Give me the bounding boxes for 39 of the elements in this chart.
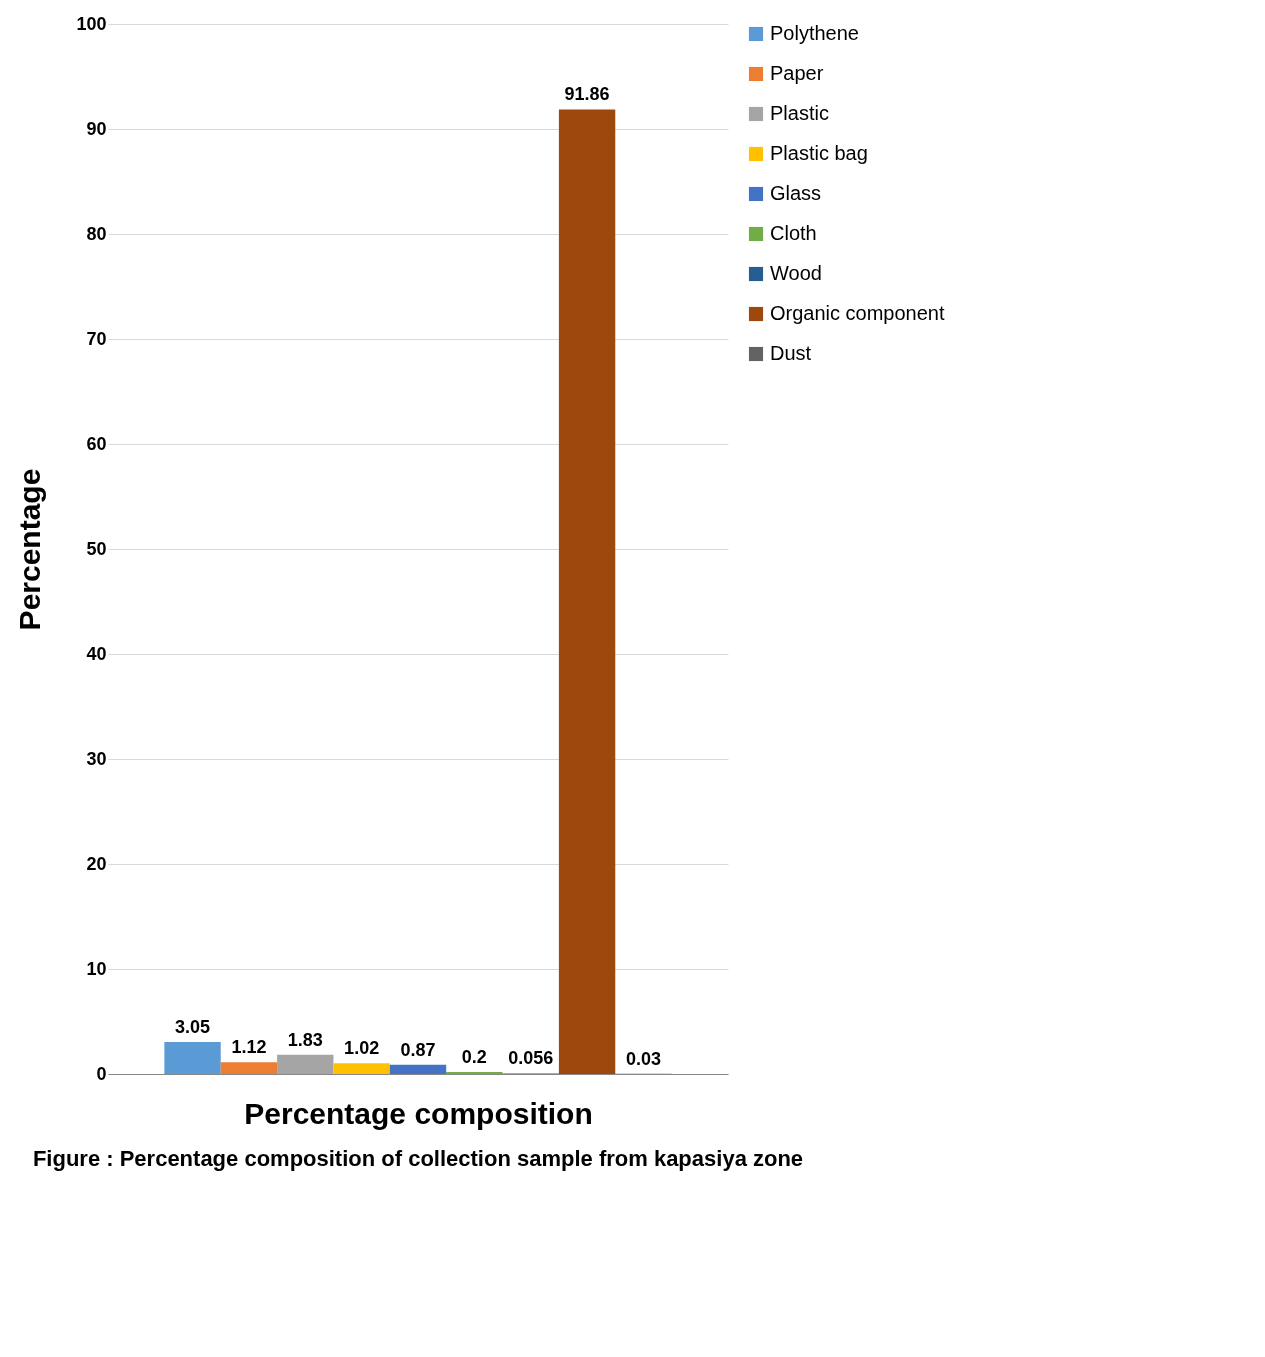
bar [389,1064,447,1074]
data-label: 3.05 [175,1016,211,1037]
y-tick-label: 20 [86,853,107,874]
legend-label: Glass [770,182,822,204]
y-axis-title: Percentage [13,468,47,631]
y-tick-label: 10 [86,958,107,979]
bar [333,1063,390,1074]
y-tick-label: 50 [86,538,107,559]
legend-label: Plastic bag [770,142,868,164]
legend-label: Dust [770,342,812,364]
data-label: 0.056 [508,1048,554,1069]
y-tick-label: 30 [86,748,107,769]
y-tick-label: 40 [86,643,107,664]
data-label: 91.86 [564,84,610,105]
bar [277,1054,334,1074]
legend-label: Polythene [770,22,859,44]
legend-label: Plastic [770,102,829,124]
bar [164,1041,221,1074]
y-tick-label: 60 [86,433,107,454]
bar [220,1062,278,1074]
legend-label: Wood [770,262,822,284]
legend-label: Organic component [770,302,945,324]
legend-label: Cloth [770,222,817,244]
data-label: 0.2 [461,1046,487,1067]
y-tick-label: 80 [86,223,107,244]
data-label: 0.03 [625,1048,661,1069]
legend-label: Paper [770,62,824,84]
data-label: 1.83 [287,1029,323,1050]
bar [558,109,616,1074]
data-label: 1.02 [344,1038,380,1059]
y-tick-label: 70 [86,328,107,349]
y-tick-label: 100 [76,13,107,34]
y-tick-label: 0 [96,1063,107,1084]
data-label: 0.87 [400,1039,436,1060]
bar [446,1071,503,1074]
x-axis-title: Percentage composition [244,1096,593,1130]
text: Figure : Percentage composition of collection sample from kapasiya zone [32,1146,804,1171]
data-label: 1.12 [231,1037,267,1058]
y-tick-label: 90 [86,118,107,139]
